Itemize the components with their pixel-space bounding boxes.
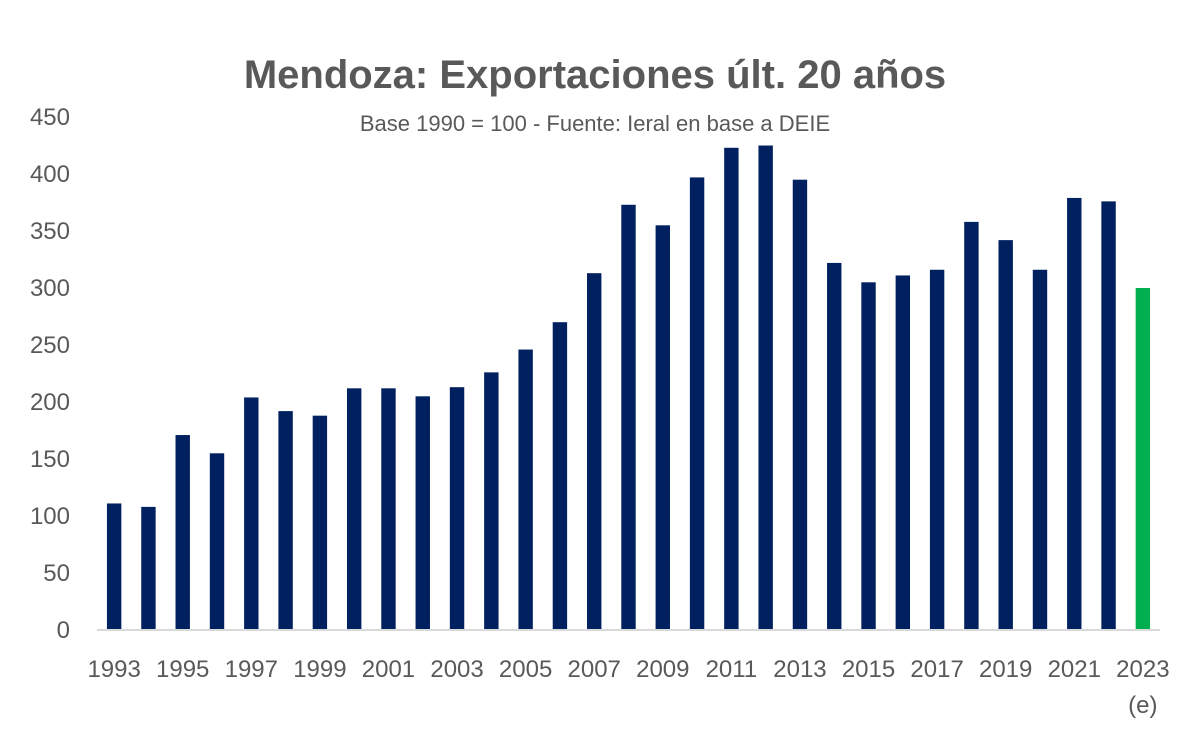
bar-2003 xyxy=(449,387,465,630)
bar-1993 xyxy=(106,503,122,630)
y-tick-label: 250 xyxy=(30,332,70,359)
y-tick-label: 0 xyxy=(57,617,70,644)
y-axis: 0 50 100 150 200 250 300 350 400 450 xyxy=(30,104,70,644)
bar-2021 xyxy=(1067,197,1082,630)
x-tick-label: 2003 xyxy=(430,656,483,683)
bar-2011 xyxy=(724,147,739,630)
x-tick-label: 1993 xyxy=(87,656,140,683)
bar-2016 xyxy=(895,275,911,630)
bar-2001 xyxy=(381,388,396,630)
y-tick-label: 200 xyxy=(30,389,70,416)
bar-2022 xyxy=(1101,201,1116,631)
bar-2004 xyxy=(484,372,499,630)
bar-2023 xyxy=(1135,288,1151,630)
y-tick-label: 150 xyxy=(30,446,70,473)
bar-2017 xyxy=(929,269,945,630)
x-tick-label: 1997 xyxy=(225,656,278,683)
bar-1998 xyxy=(278,411,293,630)
bar-2007 xyxy=(587,273,602,630)
y-tick-label: 50 xyxy=(43,560,70,587)
bar-2015 xyxy=(861,282,876,630)
bar-1999 xyxy=(312,415,328,630)
x-tick-label: 2005 xyxy=(499,656,552,683)
bar-2000 xyxy=(346,388,362,630)
y-tick-label: 400 xyxy=(30,161,70,188)
x-tick-label: 2001 xyxy=(362,656,415,683)
x-tick-label: 2007 xyxy=(568,656,621,683)
bar-2012 xyxy=(758,145,773,630)
chart-title: Mendoza: Exportaciones últ. 20 años xyxy=(244,53,946,97)
chart-subtitle: Base 1990 = 100 - Fuente: Ieral en base … xyxy=(360,111,830,136)
bar-1994 xyxy=(141,506,156,630)
bar-2014 xyxy=(827,262,842,630)
bars xyxy=(106,145,1151,631)
x-tick-label: 2013 xyxy=(773,656,826,683)
x-tick-label: 2023 xyxy=(1116,656,1169,683)
x-tick-label: 2017 xyxy=(910,656,963,683)
bar-1997 xyxy=(244,397,259,630)
bar-2018 xyxy=(964,221,979,630)
y-tick-label: 300 xyxy=(30,275,70,302)
x-tick-label: 2011 xyxy=(706,656,758,683)
bar-2005 xyxy=(518,349,533,630)
x-tick-label: 2009 xyxy=(636,656,689,683)
estimate-annotation: (e) xyxy=(1128,692,1157,719)
bar-2020 xyxy=(1032,269,1048,630)
x-tick-label: 2015 xyxy=(842,656,895,683)
bar-2008 xyxy=(621,204,636,630)
bar-1995 xyxy=(175,435,190,630)
y-tick-label: 350 xyxy=(30,218,70,245)
bar-2013 xyxy=(792,179,808,630)
x-tick-label: 1995 xyxy=(156,656,209,683)
y-tick-label: 100 xyxy=(30,503,70,530)
x-axis: 1993 1995 1997 1999 2001 2003 2005 2007 2009 2011… xyxy=(87,656,1169,719)
bar-2006 xyxy=(552,322,568,630)
x-tick-label: 1999 xyxy=(293,656,346,683)
bar-2002 xyxy=(415,396,430,630)
bar-2010 xyxy=(689,177,705,631)
bar-2009 xyxy=(655,225,670,631)
bar-1996 xyxy=(209,453,225,630)
x-tick-label: 2021 xyxy=(1048,656,1101,683)
x-tick-label: 2019 xyxy=(979,656,1032,683)
y-tick-label: 450 xyxy=(30,104,70,131)
bar-2019 xyxy=(998,240,1013,630)
